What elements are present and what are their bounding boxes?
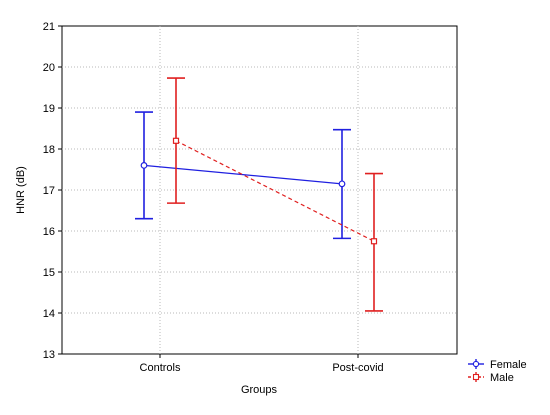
x-tick-label: Controls [140,362,181,374]
y-tick-label: 15 [43,267,55,279]
y-tick-labels: 13 14 15 16 17 18 19 20 21 [43,21,55,361]
series-layer [135,77,383,312]
data-point-male [172,137,180,144]
data-point-female [338,180,346,188]
series-line-male [175,140,375,242]
x-tick-label: Post-covid [332,362,383,374]
y-tick-label: 20 [43,62,55,74]
legend-label-female: Female [490,359,527,371]
legend-swatch-marker [472,373,480,381]
y-tick-label: 16 [43,226,55,238]
y-tick-label: 19 [43,103,55,115]
y-tick-label: 17 [43,185,55,197]
data-point-male [370,238,378,245]
y-tick-label: 14 [43,308,55,320]
x-tick-labels: Controls Post-covid [140,362,384,374]
y-axis-title: HNR (dB) [15,166,27,214]
series-line-female [143,164,343,185]
y-tick-label: 13 [43,349,55,361]
y-tick-label: 21 [43,21,55,33]
grid-lines [58,25,457,358]
legend-label-male: Male [490,372,514,384]
plot-area [61,25,458,355]
x-axis-title: Groups [241,384,278,396]
data-point-female [140,161,148,169]
y-tick-label: 18 [43,144,55,156]
legend-swatch-marker [472,360,480,368]
